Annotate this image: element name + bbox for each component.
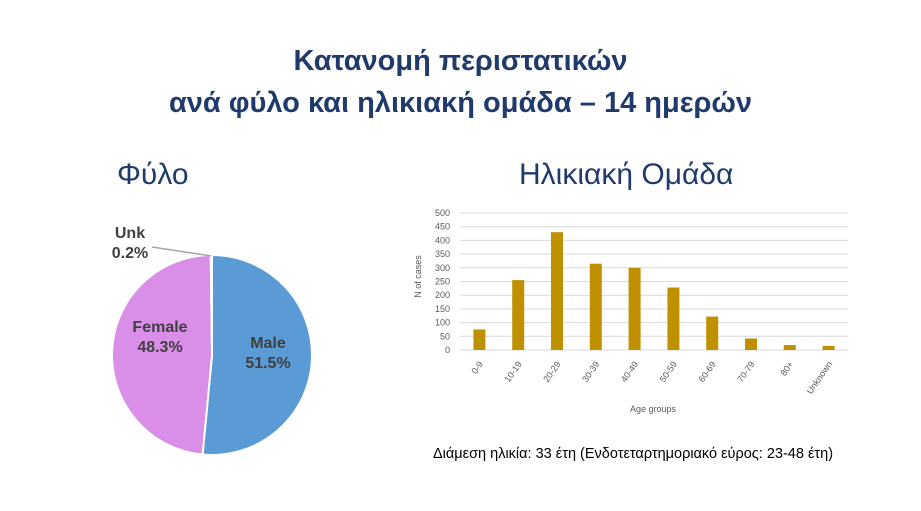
bar-30-39 [589, 263, 602, 350]
bar-40-49 [628, 267, 641, 350]
y-tick-label: 0 [445, 345, 450, 355]
y-tick-label: 350 [435, 249, 450, 259]
unk-leader-line [151, 246, 212, 257]
y-tick-label: 100 [435, 318, 450, 328]
y-tick-label: 50 [440, 331, 450, 341]
pie-value-female: 48.3% [137, 339, 182, 356]
x-tick-label: 50-59 [658, 359, 679, 384]
y-tick-label: 300 [435, 263, 450, 273]
x-axis-label: Age groups [630, 404, 677, 414]
x-tick-label: 80+ [778, 359, 795, 377]
y-tick-label: 500 [435, 208, 450, 218]
x-tick-label: 0-9 [469, 359, 485, 375]
y-axis-label: N of cases [413, 255, 423, 298]
x-tick-label: 10-19 [502, 359, 523, 384]
y-tick-label: 450 [435, 222, 450, 232]
y-tick-label: 200 [435, 290, 450, 300]
median-age-note: Διάμεση ηλικία: 33 έτη (Ενδοτεταρτημορια… [433, 446, 834, 462]
page-title-line-2: ανά φύλο και ηλικιακή ομάδα – 14 ημερών [168, 87, 753, 119]
pie-label-male: Male [250, 335, 286, 352]
bar-unknown [822, 345, 835, 350]
y-tick-label: 250 [435, 277, 450, 287]
x-tick-label: 70-79 [735, 359, 756, 384]
y-tick-label: 400 [435, 235, 450, 245]
sex-chart-title: Φύλο [117, 158, 189, 191]
x-tick-label: 60-69 [696, 359, 717, 384]
bar-50-59 [667, 287, 680, 350]
x-tick-label: 40-49 [619, 359, 640, 384]
x-tick-label: 20-29 [541, 359, 562, 384]
pie-slice-male [201, 253, 313, 456]
page-title: Κατανομή περιστατικών ανά φύλο και ηλικι… [0, 40, 921, 124]
pie-slice-female [111, 253, 214, 456]
bar-10-19 [512, 280, 525, 350]
pie-slice-unk [209, 253, 213, 356]
bar-60-69 [706, 316, 719, 350]
bar-0-9 [473, 329, 486, 350]
pie-label-unk: Unk [115, 225, 145, 242]
age-chart-title: Ηλικιακή Ομάδα [519, 158, 734, 191]
x-tick-label: 30-39 [580, 359, 601, 384]
pie-value-unk: 0.2% [112, 245, 148, 262]
bar-80+ [783, 345, 796, 350]
bar-20-29 [551, 232, 563, 350]
bar-70-79 [745, 338, 757, 350]
page-title-line-1: Κατανομή περιστατικών [293, 45, 628, 77]
pie-label-female: Female [132, 319, 187, 336]
y-tick-label: 150 [435, 304, 450, 314]
x-tick-label: Unknown [805, 359, 835, 395]
pie-value-male: 51.5% [245, 355, 290, 372]
